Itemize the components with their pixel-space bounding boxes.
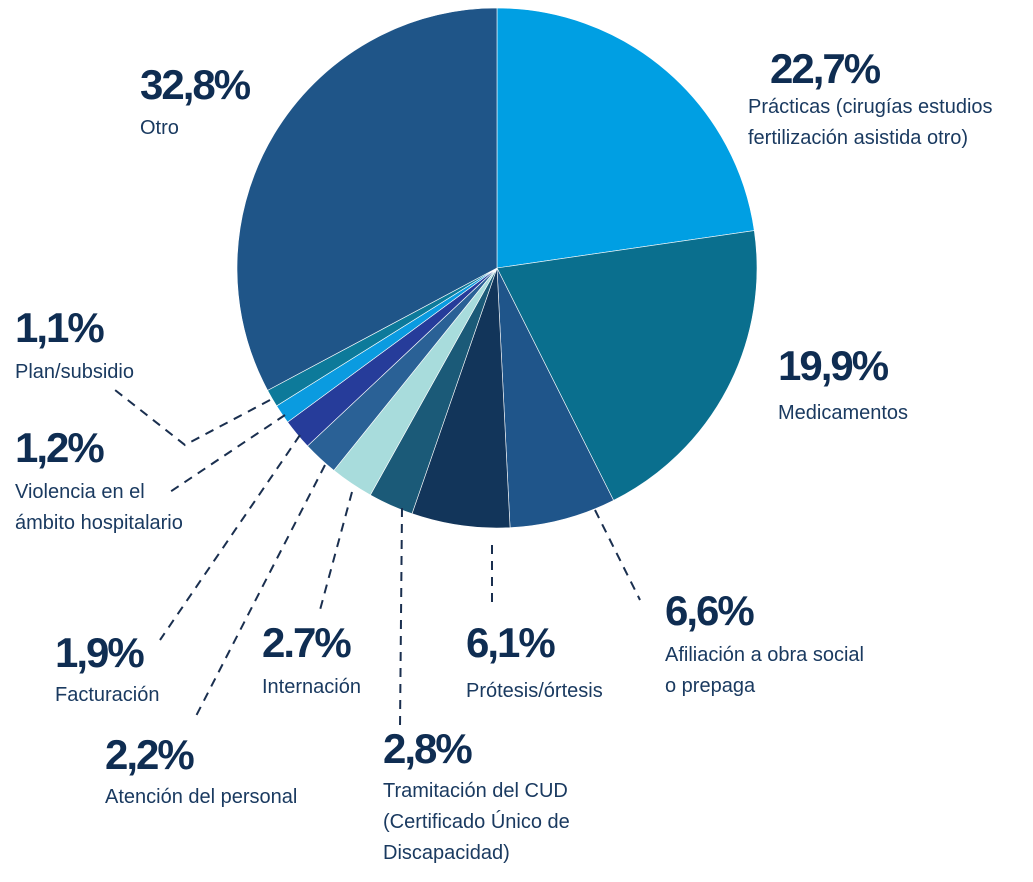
category-label: Internación: [262, 676, 361, 698]
category-label: Prácticas (cirugías estudios fertilizaci…: [748, 96, 993, 149]
value-label: 19,9%: [778, 342, 889, 389]
category-label: Medicamentos: [778, 402, 909, 424]
pie-slice: [496, 267, 614, 528]
value-label: 6,1%: [466, 619, 556, 666]
leader-line: [169, 414, 286, 493]
value-label: 1,9%: [55, 629, 145, 676]
category-label: Facturación: [55, 684, 160, 706]
pie-slice: [496, 7, 755, 269]
leader-line: [114, 389, 271, 447]
value-label: 2.7%: [262, 619, 352, 666]
value-label: 22,7%: [770, 45, 881, 92]
value-label: 32,8%: [140, 61, 251, 108]
category-label: Plan/subsidio: [15, 361, 134, 383]
category-label: Tramitación del CUD (Certificado Único d…: [383, 780, 570, 864]
category-label: Afiliación a obra social o prepaga: [665, 644, 864, 697]
category-label: Atención del personal: [105, 786, 298, 808]
category-label: Prótesis/órtesis: [466, 680, 603, 702]
leader-line: [399, 507, 403, 729]
value-label: 6,6%: [665, 587, 755, 634]
category-label: Violencia en el ámbito hospitalario: [15, 481, 183, 534]
value-label: 2,2%: [105, 731, 195, 778]
category-label: Otro: [140, 117, 179, 139]
pie-slice: [496, 230, 758, 501]
leader-line: [594, 509, 641, 601]
pie-slice: [236, 7, 498, 391]
leader-line: [319, 491, 353, 611]
value-label: 2,8%: [383, 725, 473, 772]
value-label: 1,1%: [15, 304, 105, 351]
value-label: 1,2%: [15, 424, 105, 471]
